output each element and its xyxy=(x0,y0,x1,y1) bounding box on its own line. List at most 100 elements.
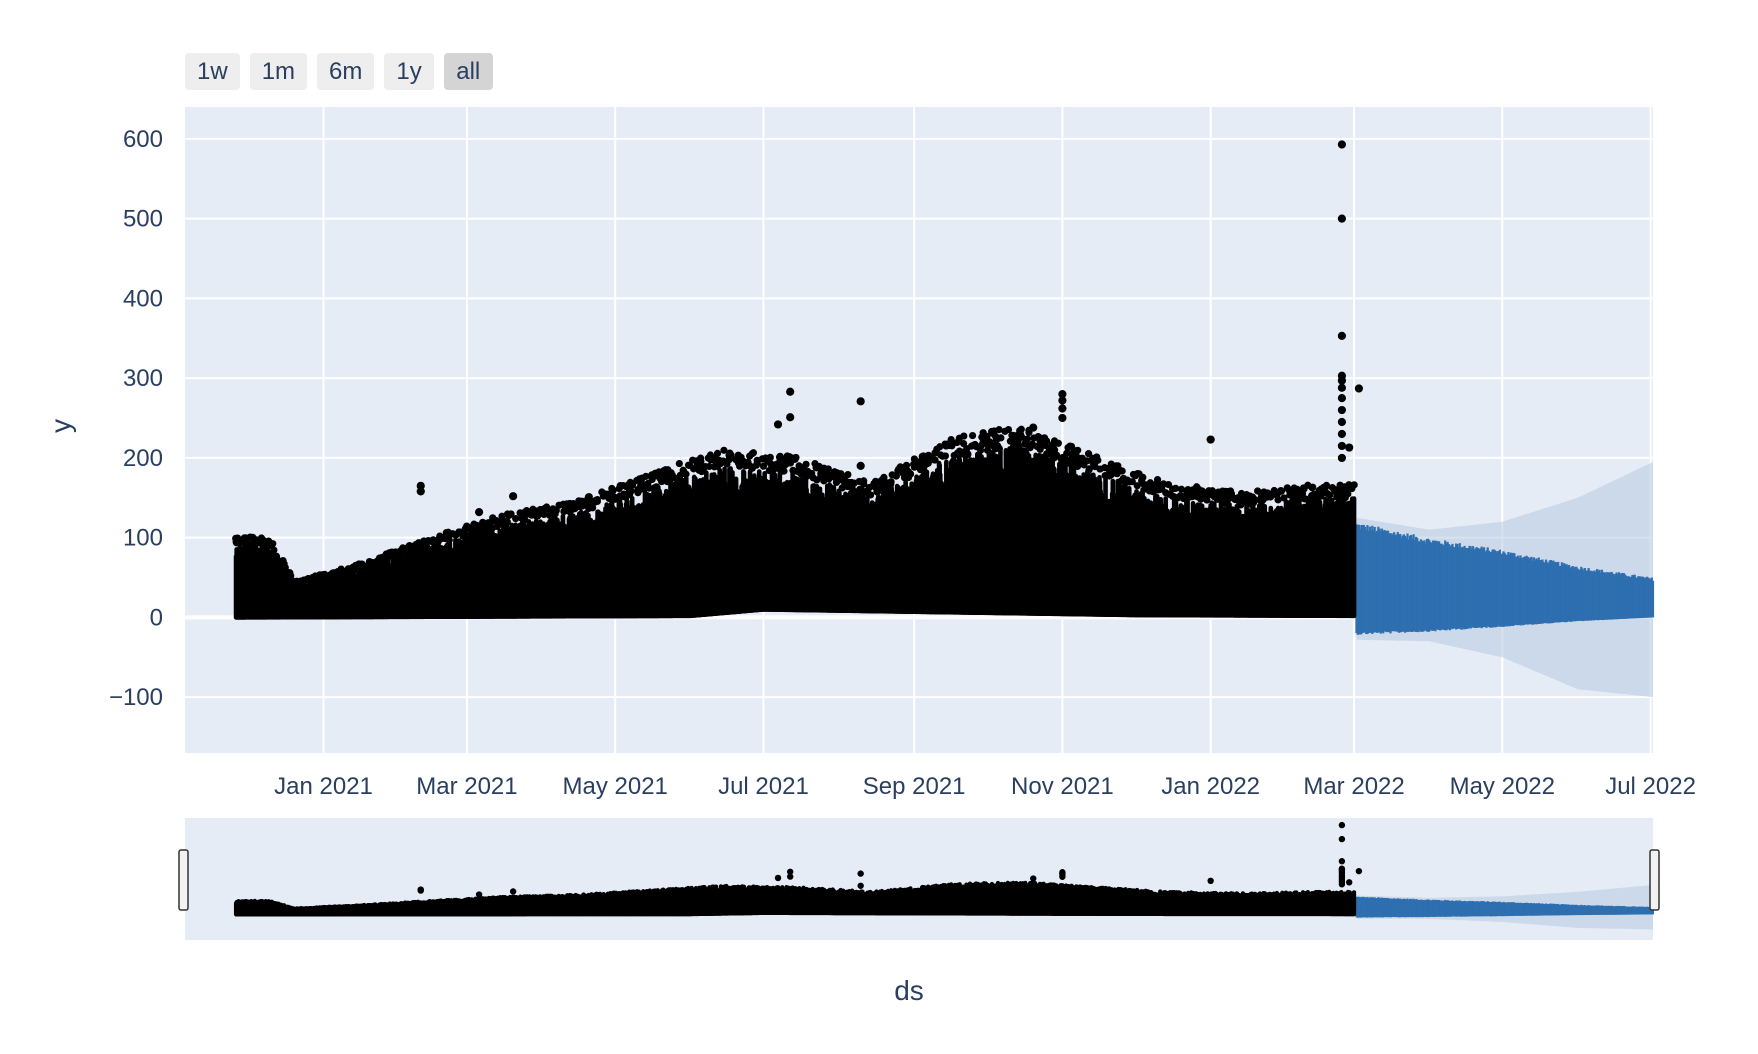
data-point xyxy=(727,451,735,459)
data-point xyxy=(997,434,1005,442)
data-point xyxy=(507,510,515,518)
data-point xyxy=(802,460,810,468)
data-point xyxy=(675,459,683,468)
data-point xyxy=(1043,437,1051,445)
data-point xyxy=(642,472,650,480)
data-point xyxy=(1326,491,1334,499)
outlier-point xyxy=(1345,443,1354,452)
data-point xyxy=(947,435,955,444)
outlier-point xyxy=(1058,396,1067,405)
range-button-6m[interactable]: 6m xyxy=(317,53,375,90)
outlier-point xyxy=(1337,393,1347,403)
data-point xyxy=(887,478,895,486)
data-point xyxy=(1074,446,1082,454)
outlier-point xyxy=(1058,413,1067,423)
x-tick-label: Jan 2021 xyxy=(274,773,373,800)
data-point xyxy=(1017,425,1025,433)
y-axis-title: y xyxy=(45,419,76,433)
range-selector: 1w 1m 6m 1y all xyxy=(185,53,493,90)
data-point xyxy=(983,432,991,440)
data-point xyxy=(543,503,551,511)
data-point xyxy=(682,470,690,478)
outlier-point xyxy=(1206,435,1215,444)
x-tick-label: May 2021 xyxy=(562,773,667,800)
data-point xyxy=(957,448,965,456)
plot-area[interactable] xyxy=(185,107,1653,753)
data-point xyxy=(270,546,278,554)
data-point xyxy=(1063,449,1071,457)
data-point xyxy=(1084,450,1093,458)
data-point xyxy=(860,477,868,485)
outlier-point xyxy=(786,387,795,396)
data-point xyxy=(1094,456,1102,464)
outlier-point xyxy=(786,413,795,422)
outlier-point xyxy=(1058,404,1067,413)
range-button-all[interactable]: all xyxy=(443,53,493,90)
outlier-point xyxy=(1337,441,1347,451)
x-tick-label: Jul 2022 xyxy=(1605,773,1696,800)
data-point xyxy=(960,432,968,440)
data-point xyxy=(844,471,852,479)
outlier-point xyxy=(1337,140,1347,149)
outlier-point xyxy=(1337,417,1347,427)
y-tick-label: 400 xyxy=(123,285,163,312)
data-point xyxy=(931,456,939,464)
data-point xyxy=(627,487,635,495)
outlier-point xyxy=(1337,405,1347,415)
data-point xyxy=(720,446,728,454)
data-point xyxy=(1250,495,1259,504)
outlier-point xyxy=(416,487,425,496)
data-point xyxy=(1004,425,1013,434)
data-point xyxy=(1085,466,1093,474)
data-point xyxy=(1083,457,1091,465)
data-point xyxy=(512,515,520,523)
outlier-point xyxy=(1337,376,1347,385)
outlier-point xyxy=(856,461,865,470)
data-point xyxy=(588,504,597,512)
data-point xyxy=(936,443,944,451)
data-point xyxy=(867,491,875,499)
outlier-point xyxy=(1337,331,1347,340)
data-point xyxy=(498,512,506,520)
outlier-point xyxy=(773,420,783,429)
outlier-point xyxy=(1058,390,1067,399)
x-tick-label: May 2022 xyxy=(1450,773,1555,800)
range-slider-preview xyxy=(233,821,1654,930)
data-point xyxy=(753,459,761,467)
range-button-1y[interactable]: 1y xyxy=(384,53,434,90)
data-point xyxy=(1322,483,1330,491)
y-tick-label: −100 xyxy=(109,684,163,711)
forecast-series xyxy=(1355,524,1655,635)
data-point xyxy=(697,457,705,466)
data-point xyxy=(964,450,972,458)
x-tick-label: Mar 2022 xyxy=(1303,773,1404,800)
range-button-1m[interactable]: 1m xyxy=(249,53,308,90)
outlier-point xyxy=(1337,383,1347,392)
data-point xyxy=(902,461,911,469)
x-axis-title: ds xyxy=(894,975,924,1006)
outlier-point xyxy=(1029,423,1038,432)
data-point xyxy=(880,473,888,481)
data-point xyxy=(759,462,768,470)
data-point xyxy=(1023,435,1032,443)
x-axis-ticks: Jan 2021 Mar 2021 May 2021 Jul 2021 Sep 2021… xyxy=(274,773,1696,800)
outlier-point xyxy=(856,397,865,406)
data-point xyxy=(1153,475,1162,484)
data-point xyxy=(479,518,487,526)
range-slider[interactable] xyxy=(185,818,1653,940)
outlier-point xyxy=(509,492,518,501)
data-point xyxy=(1128,478,1136,486)
data-point xyxy=(780,467,788,475)
range-button-1w[interactable]: 1w xyxy=(185,53,240,90)
data-point xyxy=(1054,439,1062,447)
outlier-point xyxy=(1337,453,1347,463)
x-tick-label: Mar 2021 xyxy=(416,773,517,800)
data-point xyxy=(907,470,915,478)
data-point xyxy=(1308,484,1316,492)
x-tick-label: Nov 2021 xyxy=(1011,773,1114,800)
outlier-point xyxy=(474,508,484,517)
data-point xyxy=(593,497,601,506)
data-point xyxy=(1139,473,1147,481)
data-point xyxy=(609,486,617,495)
outlier-point xyxy=(1354,384,1364,393)
